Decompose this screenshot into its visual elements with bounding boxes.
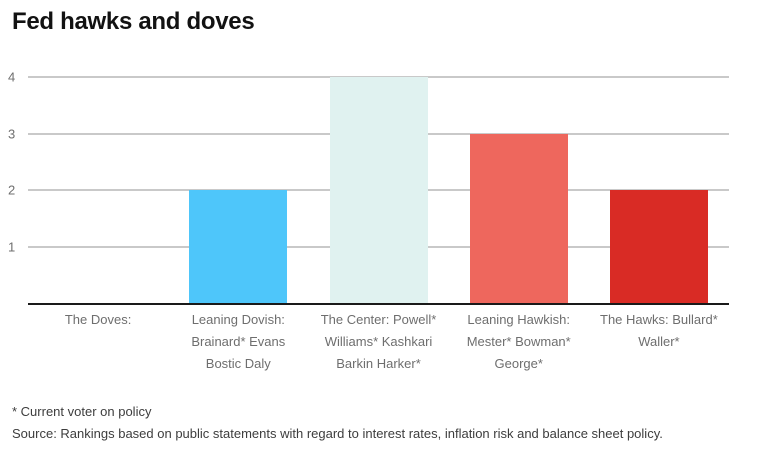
bar — [329, 77, 428, 303]
bar-slot — [28, 77, 168, 303]
bar-slot — [449, 77, 589, 303]
y-tick-label-1: 1 — [8, 239, 16, 254]
x-axis-labels: The Doves: Leaning Dovish: Brainard* Evan… — [28, 309, 729, 375]
bar — [609, 190, 708, 303]
x-category-label: The Center: Powell* Williams* Kashkari B… — [320, 312, 437, 371]
bar — [469, 133, 568, 303]
bar-slot — [168, 77, 308, 303]
footnote: * Current voter on policy — [12, 404, 152, 419]
x-category-label: Leaning Dovish: Brainard* Evans Bostic D… — [191, 312, 286, 371]
y-tick-label-3: 3 — [8, 126, 16, 141]
x-category-label: Leaning Hawkish: Mester* Bowman* George* — [466, 312, 571, 371]
chart-title: Fed hawks and doves — [12, 8, 255, 35]
bar-slot — [308, 77, 448, 303]
source-note: Source: Rankings based on public stateme… — [12, 426, 663, 441]
bars — [28, 77, 729, 303]
y-tick-label-2: 2 — [8, 182, 16, 198]
plot-area — [28, 76, 729, 305]
x-category-label: The Hawks: Bullard* Waller* — [600, 312, 718, 349]
bar — [189, 190, 288, 303]
bar-slot — [589, 77, 729, 303]
y-tick-label-4: 4 — [8, 69, 16, 85]
y-axis: 1 2 3 4 — [8, 71, 26, 303]
x-category-label: The Doves: — [64, 312, 132, 327]
